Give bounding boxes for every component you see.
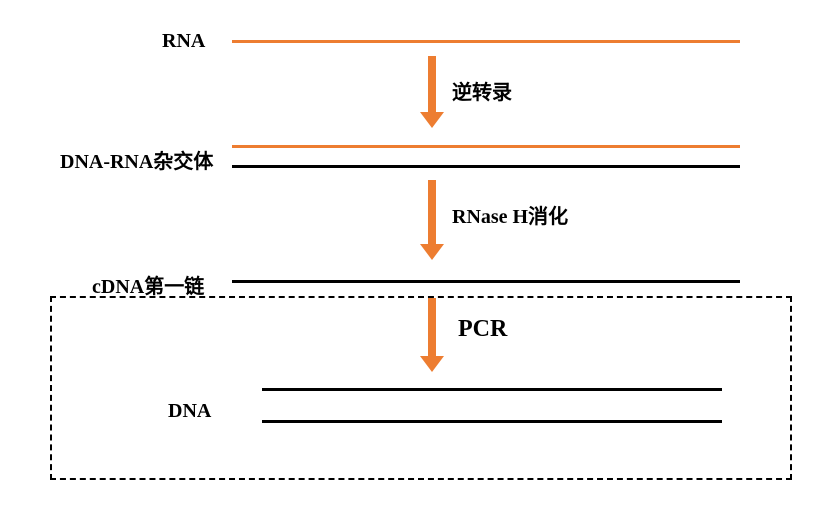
arrow-rev-trans-head [420, 112, 444, 128]
label-rna: RNA [162, 30, 205, 53]
label-hybrid: DNA-RNA杂交体 [60, 145, 213, 174]
label-rnaseh: RNase H消化 [452, 200, 568, 229]
label-pcr: PCR [458, 316, 507, 343]
dsDNA-top-line [262, 388, 722, 391]
arrow-pcr-head [420, 356, 444, 372]
diagram-canvas: RNA DNA-RNA杂交体 cDNA第一链 DNA 逆转录 RNase H消化 PCR [0, 0, 840, 505]
label-cdna: cDNA第一链 [92, 270, 204, 299]
arrow-rnaseh-stem [428, 180, 436, 244]
label-rev-trans: 逆转录 [452, 76, 512, 105]
dsDNA-bottom-line [262, 420, 722, 423]
hybrid-dna-line [232, 165, 740, 168]
arrow-pcr-stem [428, 298, 436, 356]
label-dna: DNA [168, 400, 211, 423]
arrow-rev-trans-stem [428, 56, 436, 112]
rna-line [232, 40, 740, 43]
hybrid-rna-line [232, 145, 740, 148]
cdna-line [232, 280, 740, 283]
arrow-rnaseh-head [420, 244, 444, 260]
